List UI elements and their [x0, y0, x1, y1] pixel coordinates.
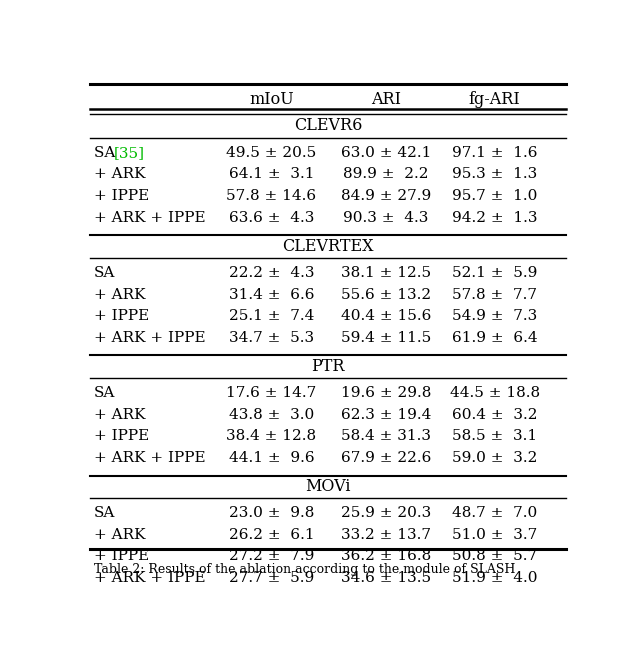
Text: 61.9 ±  6.4: 61.9 ± 6.4: [452, 331, 538, 345]
Text: 22.2 ±  4.3: 22.2 ± 4.3: [228, 266, 314, 280]
Text: 95.7 ±  1.0: 95.7 ± 1.0: [452, 189, 538, 203]
Text: + ARK + IPPE: + ARK + IPPE: [94, 451, 205, 465]
Text: 43.8 ±  3.0: 43.8 ± 3.0: [228, 408, 314, 422]
Text: 95.3 ±  1.3: 95.3 ± 1.3: [452, 168, 537, 181]
Text: SA: SA: [94, 266, 115, 280]
Text: 49.5 ± 20.5: 49.5 ± 20.5: [227, 146, 317, 160]
Text: 44.5 ± 18.8: 44.5 ± 18.8: [449, 386, 540, 400]
Text: 27.7 ±  5.9: 27.7 ± 5.9: [228, 571, 314, 585]
Text: + ARK: + ARK: [94, 528, 145, 542]
Text: 62.3 ± 19.4: 62.3 ± 19.4: [341, 408, 431, 422]
Text: 51.0 ±  3.7: 51.0 ± 3.7: [452, 528, 537, 542]
Text: mIoU: mIoU: [249, 91, 294, 108]
Text: 59.4 ± 11.5: 59.4 ± 11.5: [341, 331, 431, 345]
Text: 84.9 ± 27.9: 84.9 ± 27.9: [341, 189, 431, 203]
Text: 33.2 ± 13.7: 33.2 ± 13.7: [341, 528, 431, 542]
Text: SA: SA: [94, 146, 120, 160]
Text: MOVi: MOVi: [305, 478, 351, 495]
Text: + ARK + IPPE: + ARK + IPPE: [94, 571, 205, 585]
Text: 58.5 ±  3.1: 58.5 ± 3.1: [452, 429, 537, 443]
Text: PTR: PTR: [311, 358, 345, 375]
Text: SA: SA: [94, 507, 115, 520]
Text: ARI: ARI: [371, 91, 401, 108]
Text: 58.4 ± 31.3: 58.4 ± 31.3: [341, 429, 431, 443]
Text: 64.1 ±  3.1: 64.1 ± 3.1: [228, 168, 314, 181]
Text: 38.1 ± 12.5: 38.1 ± 12.5: [341, 266, 431, 280]
Text: 19.6 ± 29.8: 19.6 ± 29.8: [341, 386, 431, 400]
Text: 97.1 ±  1.6: 97.1 ± 1.6: [452, 146, 538, 160]
Text: 51.9 ±  4.0: 51.9 ± 4.0: [452, 571, 538, 585]
Text: 60.4 ±  3.2: 60.4 ± 3.2: [452, 408, 538, 422]
Text: + ARK: + ARK: [94, 288, 145, 302]
Text: 25.1 ±  7.4: 25.1 ± 7.4: [228, 309, 314, 323]
Text: 34.7 ±  5.3: 34.7 ± 5.3: [229, 331, 314, 345]
Text: 54.9 ±  7.3: 54.9 ± 7.3: [452, 309, 537, 323]
Text: + IPPE: + IPPE: [94, 429, 149, 443]
Text: 50.8 ±  5.7: 50.8 ± 5.7: [452, 550, 537, 563]
Text: 67.9 ± 22.6: 67.9 ± 22.6: [341, 451, 431, 465]
Text: 52.1 ±  5.9: 52.1 ± 5.9: [452, 266, 538, 280]
Text: 55.6 ± 13.2: 55.6 ± 13.2: [341, 288, 431, 302]
Text: 38.4 ± 12.8: 38.4 ± 12.8: [227, 429, 317, 443]
Text: 34.6 ± 13.5: 34.6 ± 13.5: [341, 571, 431, 585]
Text: 44.1 ±  9.6: 44.1 ± 9.6: [228, 451, 314, 465]
Text: 63.0 ± 42.1: 63.0 ± 42.1: [341, 146, 431, 160]
Text: CLEVRTEX: CLEVRTEX: [282, 237, 374, 254]
Text: + ARK + IPPE: + ARK + IPPE: [94, 211, 205, 224]
Text: 48.7 ±  7.0: 48.7 ± 7.0: [452, 507, 537, 520]
Text: + IPPE: + IPPE: [94, 189, 149, 203]
Text: 25.9 ± 20.3: 25.9 ± 20.3: [341, 507, 431, 520]
Text: + ARK: + ARK: [94, 168, 145, 181]
Text: Table 2: Results of the ablation according to the module of SLASH: Table 2: Results of the ablation accordi…: [94, 563, 515, 576]
Text: 26.2 ±  6.1: 26.2 ± 6.1: [228, 528, 314, 542]
Text: fg-ARI: fg-ARI: [468, 91, 520, 108]
Text: + ARK + IPPE: + ARK + IPPE: [94, 331, 205, 345]
Text: 90.3 ±  4.3: 90.3 ± 4.3: [344, 211, 429, 224]
Text: + ARK: + ARK: [94, 408, 145, 422]
Text: CLEVR6: CLEVR6: [294, 117, 362, 134]
Text: + IPPE: + IPPE: [94, 550, 149, 563]
Text: 31.4 ±  6.6: 31.4 ± 6.6: [228, 288, 314, 302]
Text: 89.9 ±  2.2: 89.9 ± 2.2: [344, 168, 429, 181]
Text: + IPPE: + IPPE: [94, 309, 149, 323]
Text: 94.2 ±  1.3: 94.2 ± 1.3: [452, 211, 538, 224]
Text: 36.2 ± 16.8: 36.2 ± 16.8: [341, 550, 431, 563]
Text: 59.0 ±  3.2: 59.0 ± 3.2: [452, 451, 538, 465]
Text: 23.0 ±  9.8: 23.0 ± 9.8: [228, 507, 314, 520]
Text: 57.8 ±  7.7: 57.8 ± 7.7: [452, 288, 537, 302]
Text: 27.2 ±  7.9: 27.2 ± 7.9: [228, 550, 314, 563]
Text: 40.4 ± 15.6: 40.4 ± 15.6: [341, 309, 431, 323]
Text: [35]: [35]: [114, 146, 145, 160]
Text: SA: SA: [94, 386, 115, 400]
Text: 57.8 ± 14.6: 57.8 ± 14.6: [227, 189, 317, 203]
Text: 63.6 ±  4.3: 63.6 ± 4.3: [228, 211, 314, 224]
Text: 17.6 ± 14.7: 17.6 ± 14.7: [227, 386, 317, 400]
